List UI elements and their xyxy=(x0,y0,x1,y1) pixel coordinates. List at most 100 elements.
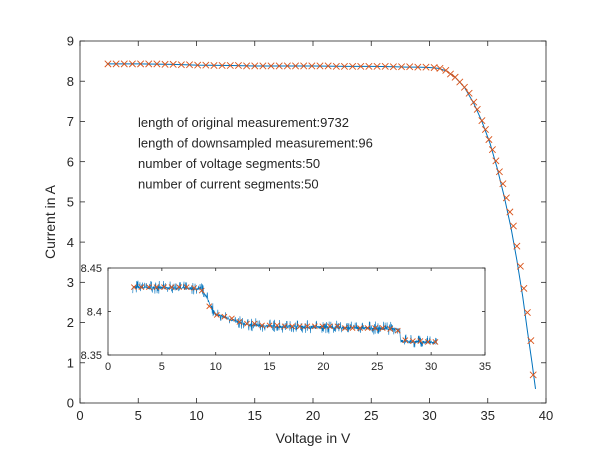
annotation-text: number of voltage segments:50 xyxy=(138,156,320,171)
data-point-marker xyxy=(251,62,259,70)
x-tick-label: 20 xyxy=(306,408,320,423)
y-tick-label: 2 xyxy=(67,315,74,330)
data-layer xyxy=(104,60,537,389)
x-tick-label: 15 xyxy=(248,408,262,423)
data-point-marker xyxy=(499,180,507,188)
data-point-marker xyxy=(442,66,450,74)
data-point-marker xyxy=(292,62,300,70)
data-point-marker xyxy=(300,62,308,70)
data-point-marker xyxy=(120,60,128,68)
data-point-marker xyxy=(340,62,348,70)
x-tick-label: 5 xyxy=(159,361,165,373)
data-point-marker xyxy=(169,60,177,68)
data-point-marker xyxy=(185,61,194,69)
data-point-marker xyxy=(332,62,340,70)
x-tick-label: 40 xyxy=(539,408,553,423)
data-point-marker xyxy=(389,63,397,71)
data-point-marker xyxy=(183,284,190,291)
y-tick-label: 3 xyxy=(67,275,74,290)
x-tick-label: 0 xyxy=(105,361,111,373)
x-tick-label: 25 xyxy=(371,361,383,373)
data-point-marker xyxy=(394,327,401,334)
data-point-marker xyxy=(465,89,473,97)
data-point-marker xyxy=(387,325,394,332)
x-tick-label: 35 xyxy=(479,361,491,373)
main-axes: 0 5 10 15 20 25 30 35 40 0 1 2 3 4 5 6 7 8 9 Voltage in V Cu… xyxy=(42,34,553,446)
data-point-marker xyxy=(516,262,524,270)
x-tick-label: 0 xyxy=(76,408,83,423)
data-point-marker xyxy=(226,62,234,70)
data-point-marker xyxy=(296,323,303,330)
y-tick-label: 6 xyxy=(67,154,74,169)
data-point-marker xyxy=(243,62,251,70)
data-point-marker xyxy=(372,325,379,331)
data-point-marker xyxy=(417,338,424,344)
y-tick-label: 8.35 xyxy=(81,350,102,362)
data-point-marker xyxy=(259,62,267,70)
data-point-marker xyxy=(213,312,220,318)
data-point-marker xyxy=(432,339,439,345)
data-point-marker xyxy=(138,284,145,291)
y-tick-label: 4 xyxy=(67,235,74,250)
y-axis-label: Current in A xyxy=(42,184,58,259)
plot-area xyxy=(108,268,485,355)
data-point-marker xyxy=(289,323,296,330)
data-point-marker xyxy=(364,325,371,331)
data-point-marker xyxy=(161,284,167,291)
data-point-marker xyxy=(406,63,414,71)
data-point-marker xyxy=(422,63,430,71)
data-point-marker xyxy=(373,62,381,70)
data-point-marker xyxy=(275,62,283,70)
x-axis-label: Voltage in V xyxy=(276,430,351,446)
y-tick-label: 8.45 xyxy=(81,263,102,275)
data-point-marker xyxy=(198,287,205,294)
data-point-marker xyxy=(308,62,316,70)
data-point-marker xyxy=(513,242,521,250)
x-tick-label: 15 xyxy=(263,361,275,373)
data-point-marker xyxy=(488,146,496,154)
data-point-marker xyxy=(316,62,324,70)
data-point-marker xyxy=(349,62,357,70)
data-point-marker xyxy=(168,284,175,291)
data-point-marker xyxy=(402,337,409,344)
data-point-marker xyxy=(210,62,218,70)
data-point-marker xyxy=(153,284,160,291)
y-tick-label: 8.4 xyxy=(87,306,102,318)
data-point-marker xyxy=(398,63,406,71)
x-tick-label: 10 xyxy=(189,408,203,423)
measurement-line xyxy=(132,280,437,348)
data-point-marker xyxy=(218,62,226,70)
annotation-text: length of original measurement:9732 xyxy=(138,115,349,130)
x-tick-label: 5 xyxy=(135,408,142,423)
data-point-marker xyxy=(236,319,243,325)
data-point-marker xyxy=(523,308,531,317)
data-point-marker xyxy=(206,303,213,310)
data-point-marker xyxy=(228,315,235,322)
data-point-marker xyxy=(202,61,210,69)
data-point-marker xyxy=(436,64,444,72)
data-point-marker xyxy=(334,323,341,330)
data-point-marker xyxy=(176,284,183,291)
x-tick-label: 30 xyxy=(422,408,436,423)
data-point-marker xyxy=(274,322,281,329)
data-layer xyxy=(130,280,439,348)
data-point-marker xyxy=(527,337,535,345)
annotation-text: number of current segments:50 xyxy=(138,177,319,192)
data-point-marker xyxy=(104,60,112,68)
data-point-marker xyxy=(473,105,481,113)
data-point-marker xyxy=(311,323,318,330)
data-point-marker xyxy=(430,64,438,72)
data-point-marker xyxy=(267,62,275,70)
data-point-marker xyxy=(509,222,517,230)
data-point-marker xyxy=(460,83,468,91)
y-tick-label: 5 xyxy=(67,195,74,210)
data-point-marker xyxy=(145,60,153,68)
data-point-marker xyxy=(424,339,431,345)
data-point-marker xyxy=(130,284,137,291)
data-point-marker xyxy=(409,338,416,344)
data-point-marker xyxy=(191,285,198,291)
data-point-marker xyxy=(234,62,242,70)
x-tick-label: 10 xyxy=(210,361,222,373)
data-point-marker xyxy=(194,61,202,69)
